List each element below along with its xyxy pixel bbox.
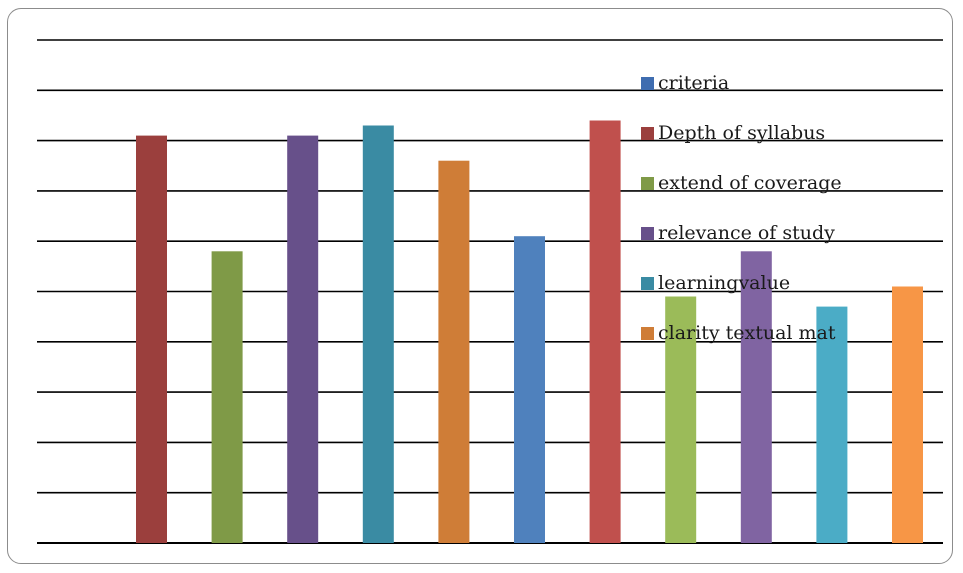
legend-label: learningvalue xyxy=(658,272,790,294)
legend-item: relevance of study xyxy=(641,222,835,244)
bar xyxy=(438,160,470,543)
legend-label: Depth of syllabus xyxy=(658,122,825,144)
bar xyxy=(665,296,697,543)
bars xyxy=(136,120,923,544)
bar xyxy=(816,306,848,543)
legend-swatch xyxy=(641,277,654,290)
legend-item: criteria xyxy=(641,72,729,94)
legend-item: Depth of syllabus xyxy=(641,122,825,144)
legend-swatch xyxy=(641,177,654,190)
legend-item: learningvalue xyxy=(641,272,790,294)
legend-swatch xyxy=(641,227,654,240)
legend-swatch xyxy=(641,327,654,340)
legend: criteria Depth of syllabus extend of cover… xyxy=(641,72,842,344)
legend-label: criteria xyxy=(658,72,729,94)
legend-swatch xyxy=(641,77,654,90)
bar xyxy=(136,135,167,543)
bar xyxy=(514,236,545,543)
bar xyxy=(740,251,772,544)
bar xyxy=(362,125,394,543)
bar xyxy=(211,251,243,544)
gridlines xyxy=(37,39,943,544)
legend-item: clarity textual mat xyxy=(641,322,836,344)
legend-swatch xyxy=(641,127,654,140)
bar xyxy=(589,120,621,543)
bar xyxy=(287,135,319,543)
bar xyxy=(892,286,923,543)
legend-label: relevance of study xyxy=(658,222,835,244)
legend-label: clarity textual mat xyxy=(658,322,836,344)
legend-label: extend of coverage xyxy=(658,172,842,194)
legend-item: extend of coverage xyxy=(641,172,842,194)
